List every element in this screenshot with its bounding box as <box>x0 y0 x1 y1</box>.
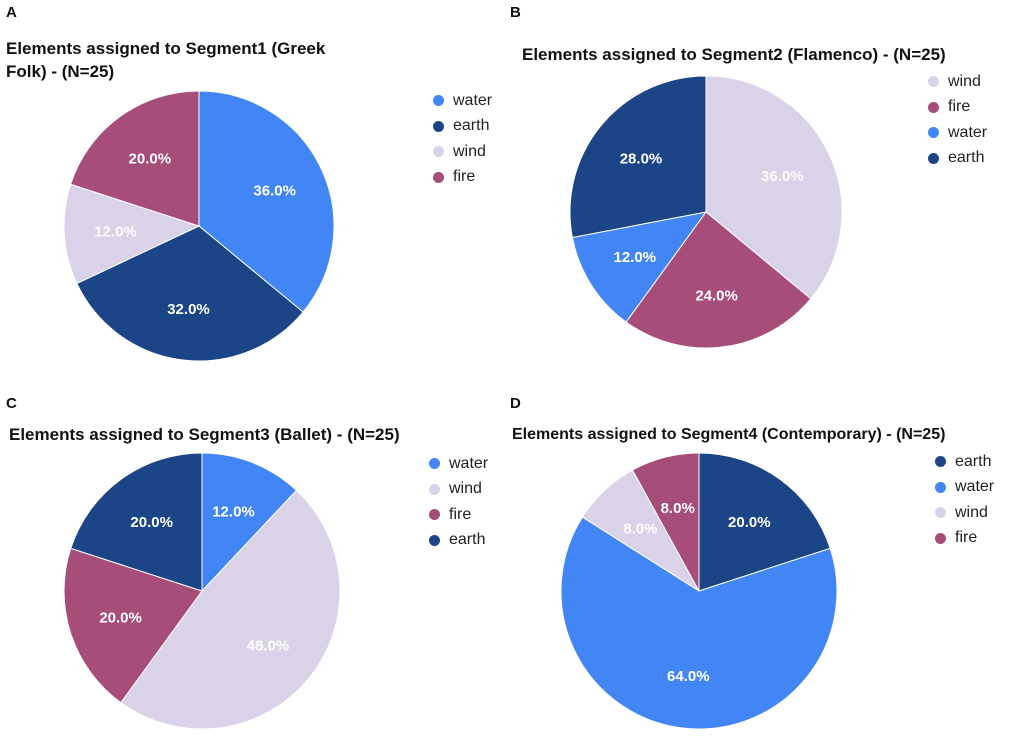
legend-label: fire <box>948 98 971 116</box>
legend-b: wind fire water earth <box>928 69 987 171</box>
legend-swatch-earth <box>935 456 946 468</box>
legend-item-water: water <box>433 88 492 114</box>
legend-item-earth: earth <box>935 449 994 475</box>
legend-label: water <box>449 454 489 472</box>
legend-swatch-water <box>433 95 444 107</box>
legend-swatch-wind <box>928 76 939 88</box>
legend-label: earth <box>948 149 985 167</box>
slice-label-earth: 32.0% <box>167 301 210 318</box>
slice-label-water: 12.0% <box>212 503 255 520</box>
pie-slice-fire <box>625 211 812 349</box>
slice-label-earth: 28.0% <box>620 150 663 167</box>
legend-item-wind: wind <box>433 139 492 165</box>
slice-label-wind: 48.0% <box>247 638 290 655</box>
pie-slice-earth <box>569 75 707 239</box>
legend-item-earth: earth <box>429 528 488 554</box>
legend-label: wind <box>948 72 981 90</box>
legend-swatch-earth <box>433 120 444 132</box>
panel-letter-d: D <box>510 395 521 412</box>
pie-slice-wind <box>120 489 341 730</box>
slice-label-fire: 20.0% <box>129 150 172 167</box>
legend-item-fire: fire <box>928 95 987 121</box>
legend-item-earth: earth <box>928 146 987 172</box>
legend-label: fire <box>955 529 978 547</box>
legend-label: water <box>955 478 995 496</box>
legend-label: wind <box>449 480 482 498</box>
slice-label-fire: 20.0% <box>99 609 142 626</box>
pie-slice-earth <box>76 225 304 362</box>
legend-label: earth <box>449 531 486 549</box>
pie-slice-wind <box>705 75 843 300</box>
slice-label-water: 12.0% <box>614 249 657 266</box>
legend-label: earth <box>955 452 992 470</box>
pie-slice-earth <box>698 452 831 592</box>
legend-label: water <box>948 123 988 141</box>
panel-letter-a: A <box>6 4 17 21</box>
legend-swatch-water <box>935 481 946 493</box>
pie-slice-wind <box>63 183 201 285</box>
slice-label-fire: 24.0% <box>695 288 738 305</box>
slice-label-earth: 20.0% <box>728 514 771 531</box>
legend-item-fire: fire <box>935 526 994 552</box>
legend-swatch-fire <box>433 171 444 183</box>
slice-label-earth: 20.0% <box>130 514 173 531</box>
legend-item-water: water <box>429 451 488 477</box>
legend-swatch-water <box>429 458 440 470</box>
legend-swatch-earth <box>429 534 440 546</box>
legend-label: wind <box>955 503 988 521</box>
chart-title-d: Elements assigned to Segment4 (Contempor… <box>512 426 946 443</box>
legend-swatch-water <box>928 127 939 139</box>
legend-item-wind: wind <box>935 500 994 526</box>
pie-slice-water <box>198 90 335 313</box>
legend-a: water earth wind fire <box>433 88 492 190</box>
legend-swatch-fire <box>429 509 440 521</box>
pie-slice-water <box>571 211 708 323</box>
legend-label: water <box>453 91 493 109</box>
legend-label: fire <box>453 168 476 186</box>
chart-title-c: Elements assigned to Segment3 (Ballet) -… <box>9 425 400 444</box>
chart-title-a: Elements assigned to Segment1 (Greek Fol… <box>6 39 326 81</box>
legend-item-fire: fire <box>429 502 488 528</box>
legend-label: fire <box>449 505 472 523</box>
panel-letter-b: B <box>510 4 521 21</box>
slice-label-water: 36.0% <box>253 182 296 199</box>
legend-item-water: water <box>935 475 994 501</box>
legend-swatch-earth <box>928 152 939 164</box>
slice-label-wind: 36.0% <box>761 168 804 185</box>
legend-c: water wind fire earth <box>429 451 488 553</box>
legend-swatch-fire <box>928 101 939 113</box>
legend-swatch-wind <box>433 146 444 158</box>
pie-slice-water <box>201 452 298 593</box>
legend-item-fire: fire <box>433 165 492 191</box>
pie-slice-fire <box>63 547 203 704</box>
legend-label: wind <box>453 142 486 160</box>
legend-swatch-wind <box>935 507 946 519</box>
legend-d: earth water wind fire <box>935 449 994 551</box>
legend-label: earth <box>453 117 490 135</box>
panel-letter-c: C <box>6 395 17 412</box>
legend-item-water: water <box>928 120 987 146</box>
chart-title-b: Elements assigned to Segment2 (Flamenco)… <box>522 45 946 64</box>
slice-label-fire: 8.0% <box>661 500 695 517</box>
slice-label-water: 64.0% <box>667 668 710 685</box>
legend-item-earth: earth <box>433 114 492 140</box>
pie-slice-fire <box>69 90 200 227</box>
legend-swatch-wind <box>429 483 440 495</box>
pie-slice-water <box>560 516 838 730</box>
slice-label-wind: 8.0% <box>623 521 657 538</box>
legend-item-wind: wind <box>928 69 987 95</box>
legend-item-wind: wind <box>429 477 488 503</box>
pie-slice-fire <box>631 452 700 592</box>
legend-swatch-fire <box>935 532 946 544</box>
pie-slice-earth <box>70 452 203 592</box>
slice-label-wind: 12.0% <box>94 223 137 240</box>
